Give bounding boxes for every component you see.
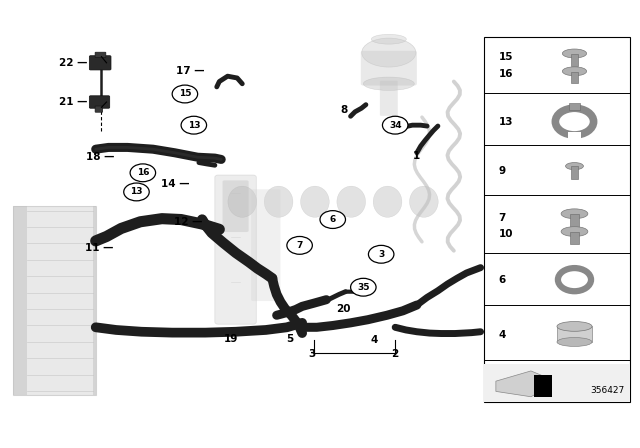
FancyBboxPatch shape: [90, 56, 111, 70]
FancyBboxPatch shape: [380, 81, 397, 116]
FancyBboxPatch shape: [570, 232, 579, 245]
Text: 5: 5: [287, 334, 294, 344]
Text: 12 —: 12 —: [173, 217, 202, 227]
Text: 13: 13: [130, 187, 143, 196]
Text: 21 —: 21 —: [59, 97, 88, 107]
Text: 20: 20: [336, 304, 350, 314]
FancyBboxPatch shape: [13, 206, 96, 396]
Ellipse shape: [563, 49, 587, 58]
Text: 16: 16: [136, 168, 149, 177]
FancyBboxPatch shape: [568, 132, 581, 138]
Ellipse shape: [563, 67, 587, 76]
Ellipse shape: [364, 77, 414, 90]
Text: 6: 6: [499, 275, 506, 284]
FancyBboxPatch shape: [361, 51, 417, 86]
Ellipse shape: [264, 186, 293, 217]
Circle shape: [351, 278, 376, 296]
Text: 15: 15: [499, 52, 513, 62]
Text: 34: 34: [389, 121, 401, 129]
Ellipse shape: [362, 38, 416, 67]
Text: 15: 15: [179, 90, 191, 99]
FancyBboxPatch shape: [572, 166, 578, 180]
Text: 8: 8: [340, 105, 348, 116]
FancyBboxPatch shape: [95, 106, 102, 112]
Text: 10: 10: [499, 229, 513, 239]
Ellipse shape: [228, 186, 257, 217]
Ellipse shape: [561, 227, 588, 237]
Ellipse shape: [557, 322, 592, 332]
FancyBboxPatch shape: [95, 52, 106, 57]
Text: 9: 9: [499, 167, 506, 177]
Text: 4: 4: [499, 330, 506, 340]
FancyBboxPatch shape: [90, 96, 109, 108]
FancyBboxPatch shape: [223, 181, 248, 232]
Circle shape: [124, 183, 149, 201]
Text: 7: 7: [499, 213, 506, 223]
Text: 4: 4: [371, 335, 378, 345]
FancyBboxPatch shape: [251, 189, 280, 301]
Text: 3: 3: [378, 250, 384, 259]
FancyBboxPatch shape: [571, 54, 579, 65]
Circle shape: [383, 116, 408, 134]
Text: 13: 13: [499, 116, 513, 127]
Ellipse shape: [410, 186, 438, 217]
Circle shape: [287, 237, 312, 254]
Text: 35: 35: [357, 283, 369, 292]
FancyBboxPatch shape: [534, 375, 552, 397]
Text: 1: 1: [413, 151, 420, 161]
Ellipse shape: [557, 337, 592, 346]
FancyBboxPatch shape: [570, 103, 580, 110]
FancyBboxPatch shape: [215, 175, 256, 324]
Circle shape: [181, 116, 207, 134]
Circle shape: [130, 164, 156, 182]
Circle shape: [320, 211, 346, 228]
Text: 3: 3: [308, 349, 316, 359]
Polygon shape: [496, 371, 548, 397]
Text: 19: 19: [223, 334, 238, 344]
FancyBboxPatch shape: [484, 37, 630, 402]
FancyBboxPatch shape: [93, 206, 96, 396]
FancyBboxPatch shape: [13, 206, 27, 396]
Text: 16: 16: [499, 69, 513, 78]
Circle shape: [172, 85, 198, 103]
FancyBboxPatch shape: [571, 72, 579, 83]
Text: 17 —: 17 —: [175, 66, 204, 76]
Text: 2: 2: [392, 349, 399, 359]
Ellipse shape: [301, 186, 329, 217]
Text: 13: 13: [188, 121, 200, 129]
Ellipse shape: [337, 186, 365, 217]
Circle shape: [369, 246, 394, 263]
Text: 356427: 356427: [590, 387, 625, 396]
Ellipse shape: [561, 209, 588, 219]
Text: 22 —: 22 —: [59, 58, 88, 68]
FancyBboxPatch shape: [570, 214, 579, 227]
FancyBboxPatch shape: [557, 326, 593, 342]
Text: 11 —: 11 —: [84, 243, 113, 254]
Text: 7: 7: [296, 241, 303, 250]
Ellipse shape: [371, 34, 406, 44]
Text: 6: 6: [330, 215, 336, 224]
Text: 14 —: 14 —: [161, 179, 189, 189]
FancyBboxPatch shape: [484, 364, 630, 402]
Ellipse shape: [373, 186, 402, 217]
Text: 18 —: 18 —: [86, 152, 115, 162]
Ellipse shape: [566, 163, 584, 170]
